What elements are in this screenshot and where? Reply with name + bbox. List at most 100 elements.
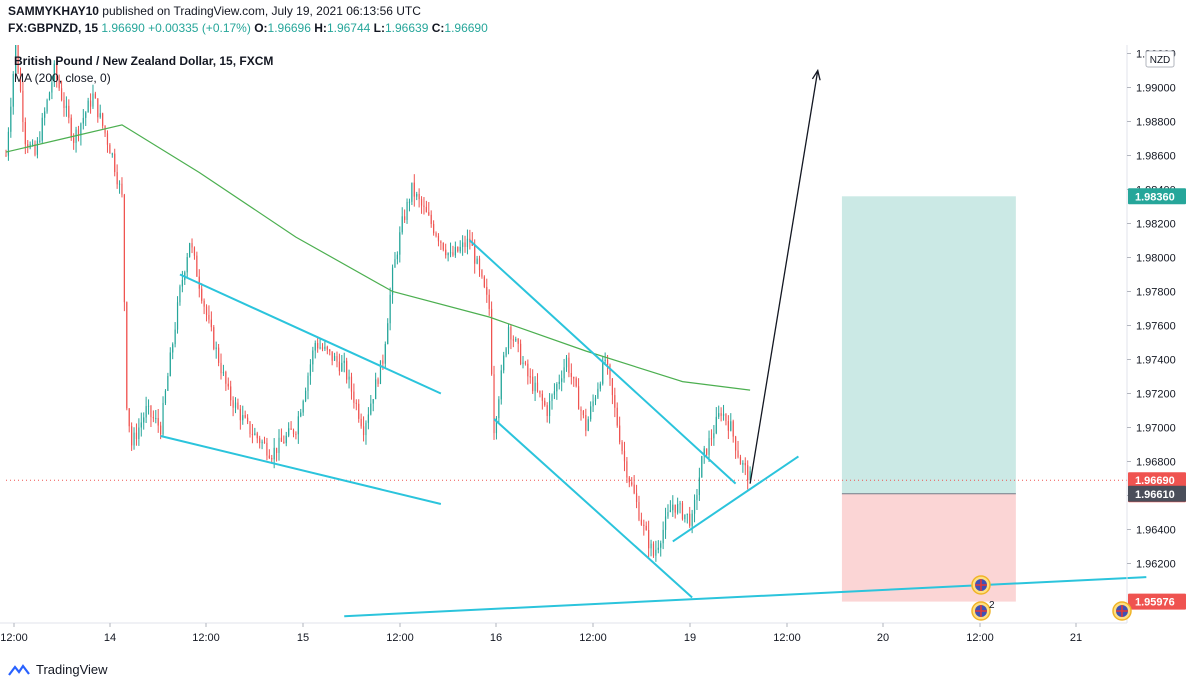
candle-body [478,258,481,271]
last-price: 1.96690 [101,21,145,35]
price-tick-label: 1.99000 [1136,83,1176,95]
candle-body [449,252,452,254]
candle-body [128,408,130,427]
candle-body [476,258,478,264]
price-chart[interactable]: 1.962001.964001.966001.968001.970001.972… [0,35,1198,655]
candle-body [196,255,198,277]
candle-body [123,194,125,303]
candle-body [459,246,461,252]
candle-body [225,372,227,384]
candle-body [237,402,239,409]
candle-body [541,393,543,401]
candle-body [126,302,128,409]
candle-body [234,402,237,408]
candle-body [536,382,539,391]
candle-body [365,422,367,436]
time-tick-label: 12:00 [773,632,801,644]
candle-body [31,143,34,145]
candle-body [495,418,498,434]
candle-body [481,270,483,277]
target-zone [841,196,1016,494]
candle-body [213,327,215,349]
time-tick-label: 12:00 [192,632,220,644]
candle-body [389,294,391,324]
candle-body [454,246,456,256]
trendline[interactable] [344,576,1147,618]
candle-body [606,359,609,365]
event-count-badge: 2 [989,600,995,611]
candle-body [295,433,297,435]
candle-body [56,63,58,80]
candle-body [48,92,51,101]
target-price-label-text: 1.98360 [1135,191,1175,203]
candle-body [346,360,348,380]
candle-body [420,199,423,206]
candle-body [713,433,715,439]
candle-body [532,376,534,392]
candle-body [735,436,737,451]
candle-body [312,350,314,365]
candle-body [367,414,369,423]
candle-body [693,499,696,514]
candle-body [97,98,99,118]
published-text: published on TradingView.com, July 19, 2… [102,4,421,18]
candle-body [290,428,292,430]
ma-layer [5,124,751,391]
candle-body [416,194,418,197]
trendline[interactable] [469,239,737,485]
candle-body [307,375,309,391]
entry-price-label-text: 1.96610 [1135,489,1175,501]
candle-body [246,417,249,422]
candle-body [138,427,140,439]
candle-body [428,212,430,215]
candle-body [324,346,326,349]
quote-line: FX:GBPNZD, 15 1.96690 +0.00335 (+0.17%) … [8,21,488,35]
price-change: +0.00335 (+0.17%) [148,21,251,35]
price-tick-label: 1.98000 [1136,253,1176,265]
candle-body [575,378,577,387]
entry-price-label-bg [1128,485,1186,502]
candle-body [561,378,563,382]
candle-body [677,504,679,513]
candle-body [24,122,26,145]
symbol-label: FX:GBPNZD, 15 [8,21,99,35]
time-tick-label: 21 [1070,632,1082,644]
trendline[interactable] [179,273,442,395]
candle-body [725,414,727,422]
candle-body [319,347,321,349]
candle-body [283,441,285,444]
candle-body [515,338,517,341]
trendline[interactable] [672,455,799,543]
trendline[interactable] [160,435,442,505]
candle-body [703,448,705,457]
footer-brand: TradingView [8,662,108,677]
candle-body [210,319,212,328]
price-tick-label: 1.97600 [1136,321,1176,333]
candle-body [189,243,191,258]
candle-body [437,235,440,242]
chart-area[interactable]: 1.962001.964001.966001.968001.970001.972… [0,35,1198,655]
projection-arrow[interactable] [749,70,819,484]
candle-body [292,429,295,434]
events-layer[interactable]: 2 [971,575,1132,621]
candle-body [648,530,650,549]
candle-body [650,543,652,549]
candle-body [218,347,220,363]
candle-body [570,373,572,377]
time-axis[interactable]: 12:00 14 12:00 15 12:00 16 12:00 19 12:00 20 12:00… [0,622,1127,644]
candle-body [645,525,647,531]
candle-body [169,352,171,377]
candle-body [616,407,618,426]
candle-body [510,327,512,340]
candle-body [442,242,444,250]
trendline[interactable] [493,418,693,599]
candle-body [462,242,464,247]
candle-body [94,93,96,99]
candle-body [232,400,234,408]
candle-body [181,280,183,287]
candle-body [36,140,39,155]
candle-body [355,402,357,404]
candle-body [401,216,403,233]
time-tick-label: 14 [104,632,116,644]
